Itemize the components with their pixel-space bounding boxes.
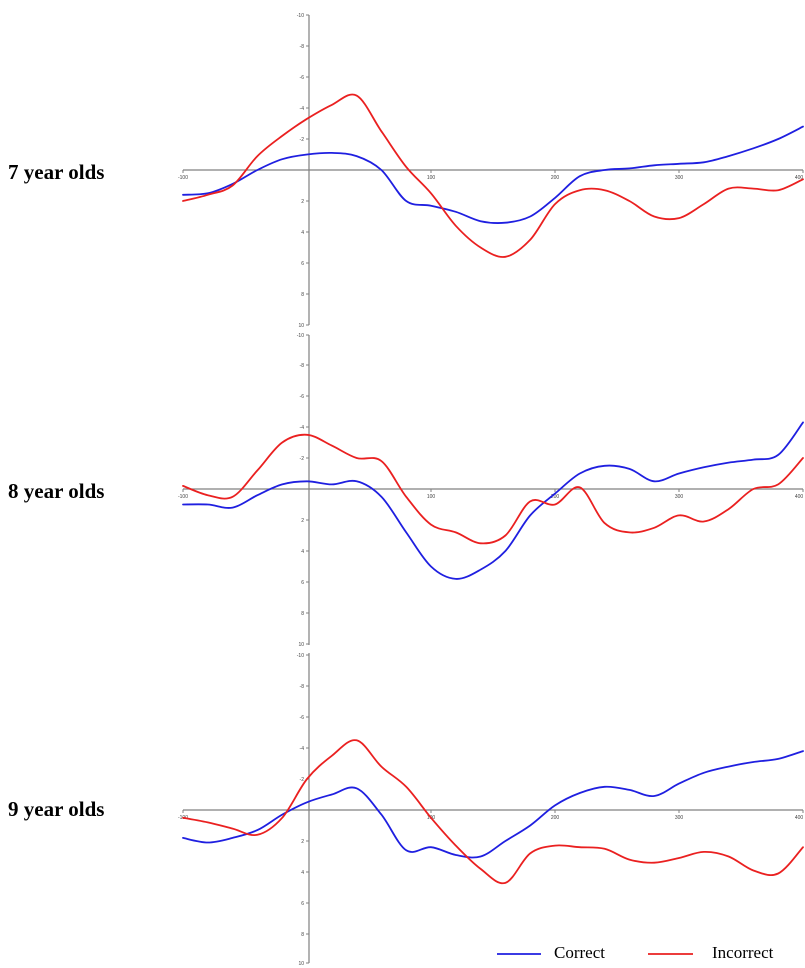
y-tick-label: 8 [301,611,304,617]
legend-label-incorrect: Incorrect [712,943,774,962]
y-tick-label: -8 [300,44,305,50]
x-tick-label: 200 [551,175,560,181]
y-tick-label: -4 [300,746,305,752]
panel-1: 7 year olds -10 -8 -6 -4 -2 2 4 6 8 10 -100 100 200 30… [8,13,804,329]
row-label: 7 year olds [8,160,104,184]
y-tick-label: -10 [297,13,304,19]
x-tick-label: 200 [551,494,560,500]
series-line-incorrect [182,93,804,258]
y-tick-label: -6 [300,75,305,81]
legend: Correct Incorrect [497,943,774,962]
y-tick-label: 8 [301,292,304,298]
series-line-incorrect [182,739,804,885]
series-line-correct [182,421,804,580]
y-tick-label: 6 [301,901,304,907]
x-tick-label: 200 [551,815,560,821]
x-tick-label: 100 [427,494,436,500]
y-tick-label: -10 [297,653,304,659]
y-tick-label: 2 [301,199,304,205]
y-tick-label: 2 [301,518,304,524]
row-label: 8 year olds [8,479,104,503]
age-group-panels: 7 year olds -10 -8 -6 -4 -2 2 4 6 8 10 -100 100 200 30… [8,13,804,967]
x-tick-label: 400 [795,494,804,500]
legend-label-correct: Correct [554,943,605,962]
y-tick-label: -2 [300,137,305,143]
y-tick-label: -6 [300,394,305,400]
y-tick-label: -4 [300,106,305,112]
y-tick-label: -2 [300,456,305,462]
y-tick-label: 4 [301,870,304,876]
series-line-correct [182,125,804,224]
y-tick-label: 8 [301,932,304,938]
series-line-correct [182,750,804,859]
y-tick-label: -10 [297,333,304,339]
x-tick-label: 400 [795,175,804,181]
x-tick-label: 100 [427,175,436,181]
panel-2: 8 year olds -10 -8 -6 -4 -2 2 4 6 8 10 -100 100 200 30… [8,333,804,648]
y-tick-label: -8 [300,363,305,369]
x-tick-label: 300 [675,175,684,181]
x-tick-label: 400 [795,815,804,821]
y-tick-label: 4 [301,230,304,236]
row-label: 9 year olds [8,797,104,821]
y-tick-label: 10 [298,642,304,648]
y-tick-label: 10 [298,323,304,329]
y-tick-label: 6 [301,580,304,586]
series-line-incorrect [182,433,804,545]
y-tick-label: -2 [300,777,305,783]
y-tick-label: -6 [300,715,305,721]
y-tick-label: -8 [300,684,305,690]
y-tick-label: -4 [300,425,305,431]
x-tick-label: 300 [675,494,684,500]
x-tick-label: -100 [178,175,188,181]
y-tick-label: 4 [301,549,304,555]
x-tick-label: -100 [178,494,188,500]
x-tick-label: 300 [675,815,684,821]
y-tick-label: 2 [301,839,304,845]
y-tick-label: 6 [301,261,304,267]
y-tick-label: 10 [298,961,304,967]
